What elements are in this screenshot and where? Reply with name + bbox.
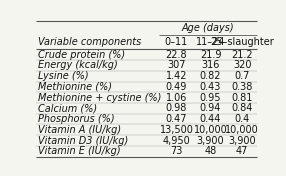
Text: 0.38: 0.38	[231, 82, 253, 92]
Text: 0.4: 0.4	[235, 114, 250, 124]
Text: 0.44: 0.44	[200, 114, 221, 124]
Text: 0.82: 0.82	[200, 71, 221, 81]
Text: 4,950: 4,950	[163, 136, 190, 146]
Text: 21.2: 21.2	[231, 50, 253, 60]
Text: Methionine + cystine (%): Methionine + cystine (%)	[37, 93, 161, 103]
Text: 22.8: 22.8	[166, 50, 187, 60]
Text: 0.98: 0.98	[166, 103, 187, 113]
Text: 320: 320	[233, 60, 251, 70]
Text: 0.47: 0.47	[166, 114, 187, 124]
Text: 0.95: 0.95	[200, 93, 221, 103]
Text: 0.84: 0.84	[231, 103, 253, 113]
Text: 0.7: 0.7	[235, 71, 250, 81]
Text: Crude protein (%): Crude protein (%)	[37, 50, 125, 60]
Text: Vitamin E (IU/kg): Vitamin E (IU/kg)	[37, 146, 120, 156]
Text: Phosphorus (%): Phosphorus (%)	[37, 114, 114, 124]
Text: Vitamin D3 (IU/kg): Vitamin D3 (IU/kg)	[37, 136, 128, 146]
Text: 0.43: 0.43	[200, 82, 221, 92]
Text: 0.81: 0.81	[231, 93, 253, 103]
Text: 1.06: 1.06	[166, 93, 187, 103]
Text: 73: 73	[170, 146, 183, 156]
Text: 0.49: 0.49	[166, 82, 187, 92]
Text: 3,900: 3,900	[197, 136, 224, 146]
Text: 307: 307	[167, 60, 186, 70]
Text: 21.9: 21.9	[200, 50, 221, 60]
Text: Age (days): Age (days)	[182, 23, 235, 33]
Text: Calcium (%): Calcium (%)	[37, 103, 97, 113]
Text: 3,900: 3,900	[228, 136, 256, 146]
Text: Vitamin A (IU/kg): Vitamin A (IU/kg)	[37, 125, 121, 135]
Text: Lysine (%): Lysine (%)	[37, 71, 88, 81]
Text: Variable components: Variable components	[37, 37, 141, 47]
Text: Methionine (%): Methionine (%)	[37, 82, 112, 92]
Text: 11–24: 11–24	[196, 37, 225, 47]
Text: 10,000: 10,000	[194, 125, 227, 135]
Text: 25–slaughter: 25–slaughter	[210, 37, 274, 47]
Text: 47: 47	[236, 146, 248, 156]
Text: Energy (kcal/kg): Energy (kcal/kg)	[37, 60, 117, 70]
Text: 10,000: 10,000	[225, 125, 259, 135]
Text: 1.42: 1.42	[166, 71, 187, 81]
Text: 0–11: 0–11	[165, 37, 188, 47]
Text: 48: 48	[204, 146, 217, 156]
Text: 0.94: 0.94	[200, 103, 221, 113]
Text: 13,500: 13,500	[160, 125, 193, 135]
Text: 316: 316	[201, 60, 220, 70]
